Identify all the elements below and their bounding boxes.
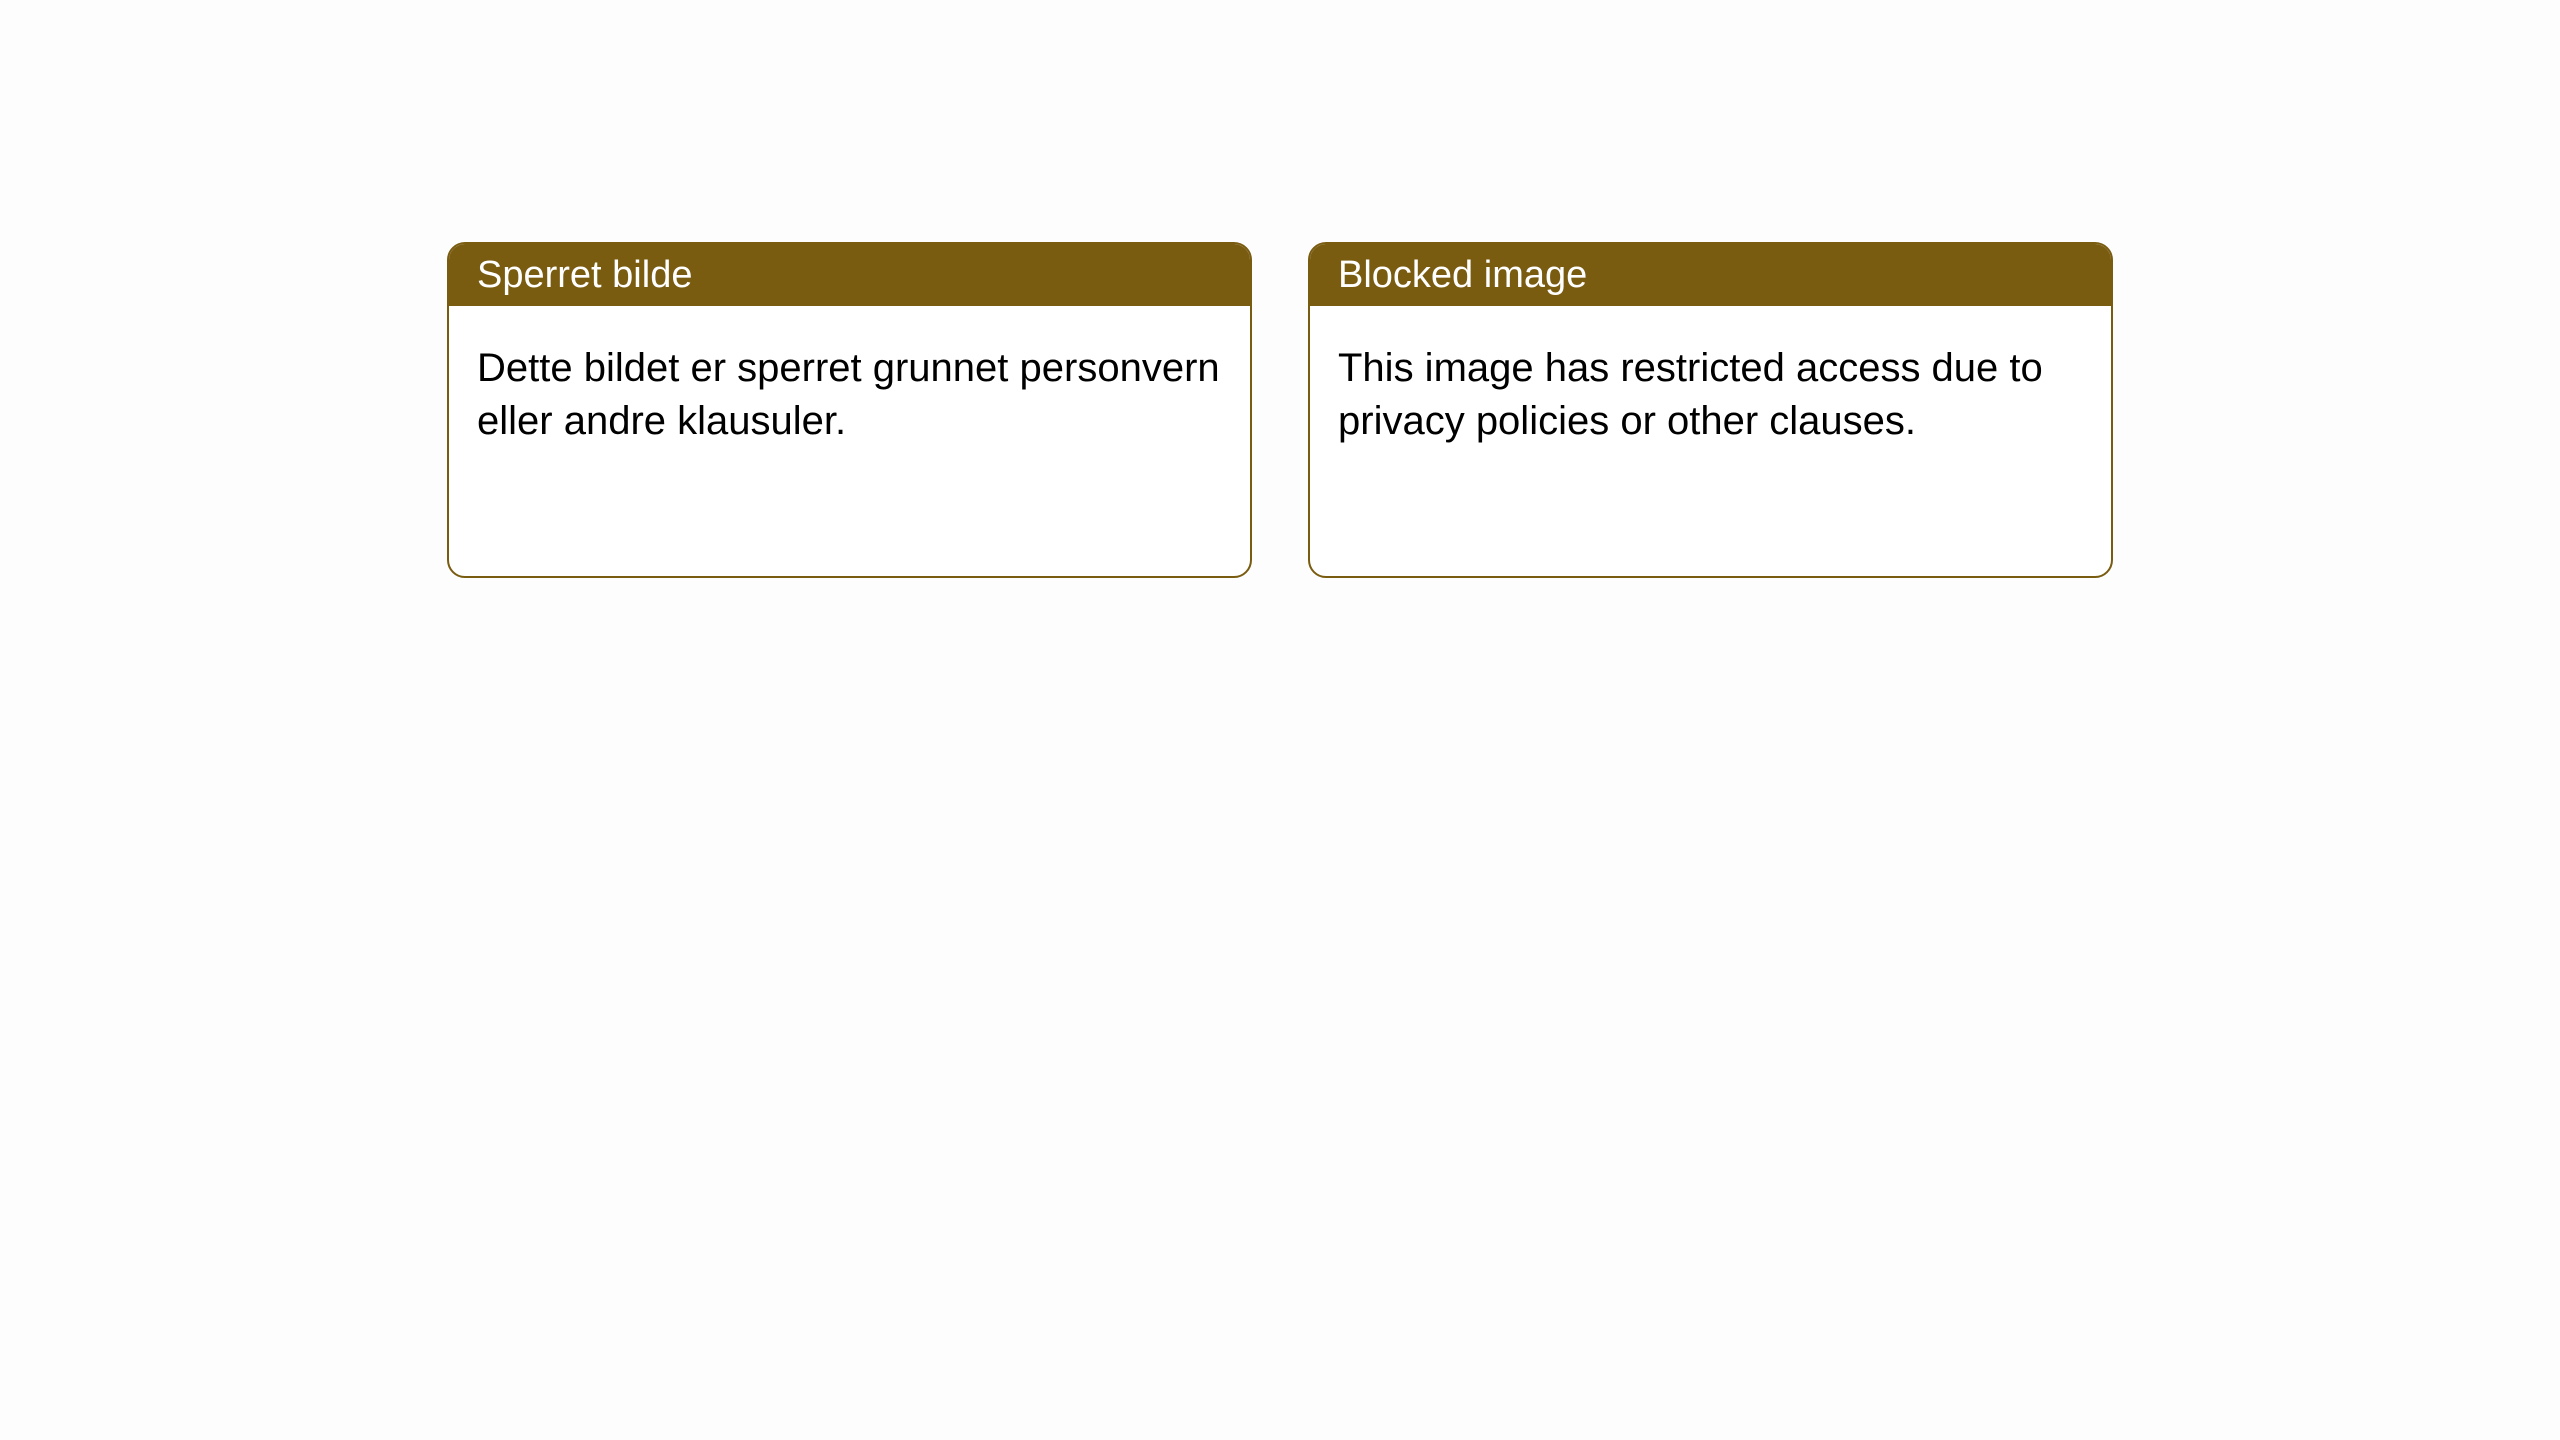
notice-card-english: Blocked image This image has restricted … (1308, 242, 2113, 578)
notice-body-text: This image has restricted access due to … (1338, 346, 2043, 443)
notice-card-norwegian: Sperret bilde Dette bildet er sperret gr… (447, 242, 1252, 578)
notice-title: Blocked image (1338, 254, 1587, 297)
notice-title: Sperret bilde (477, 254, 692, 297)
notice-body-text: Dette bildet er sperret grunnet personve… (477, 346, 1220, 443)
notice-header: Sperret bilde (449, 244, 1250, 306)
notice-body: This image has restricted access due to … (1310, 306, 2111, 484)
notice-container: Sperret bilde Dette bildet er sperret gr… (447, 242, 2113, 578)
notice-body: Dette bildet er sperret grunnet personve… (449, 306, 1250, 484)
notice-header: Blocked image (1310, 244, 2111, 306)
